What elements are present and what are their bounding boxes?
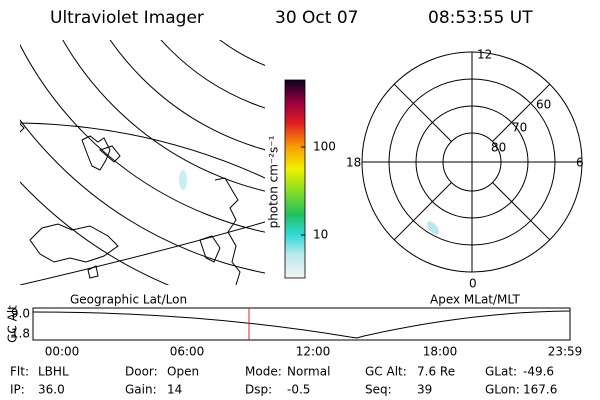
lat-label: 60 xyxy=(536,98,551,112)
field-value: 14 xyxy=(167,383,182,397)
footer: Flt: LBHL Door: Open Mode: Normal GC Alt: 7.6 R… xyxy=(10,365,557,397)
altitude-ytick-label: 1.8 xyxy=(11,327,30,341)
polar-grid xyxy=(361,51,583,273)
altitude-xtick-label: 12:00 xyxy=(296,345,331,359)
field-label: GLon: xyxy=(485,383,520,397)
colorbar-tick-label: 10 xyxy=(313,228,328,242)
colorbar xyxy=(284,79,306,279)
instrument: Ultraviolet Imager xyxy=(50,8,204,28)
altitude-xtick-label: 23:59 xyxy=(548,345,583,359)
altitude-curve xyxy=(32,310,571,339)
field-label: GC Alt: xyxy=(365,365,407,379)
field-label: IP: xyxy=(10,383,25,397)
field-label: Dsp: xyxy=(245,383,272,397)
field-value: Open xyxy=(167,365,199,379)
field-value: 7.6 Re xyxy=(417,365,455,379)
field-value: -0.5 xyxy=(287,383,310,397)
map-label: Geographic Lat/Lon xyxy=(70,293,187,307)
altitude-xtick-label: 00:00 xyxy=(45,345,80,359)
altitude-ytick-label: 9.0 xyxy=(11,307,30,321)
aurora xyxy=(179,170,187,190)
field-label: Door: xyxy=(125,365,158,379)
field-value: -49.6 xyxy=(523,365,554,379)
polar-label: Apex MLat/MLT xyxy=(430,293,520,307)
field-label: Gain: xyxy=(125,383,157,397)
altitude-frame xyxy=(32,307,571,341)
date: 30 Oct 07 xyxy=(275,8,358,28)
mlt-label: 12 xyxy=(477,48,492,62)
latitude-lines xyxy=(20,40,265,285)
altitude-ylabel: GC Alt xyxy=(6,305,20,343)
mlt-label: 0 xyxy=(469,277,477,291)
altitude-xtick-label: 06:00 xyxy=(170,345,205,359)
field-label: Seq: xyxy=(365,383,392,397)
lat-label: 80 xyxy=(491,141,506,155)
field-label: GLat: xyxy=(485,365,517,379)
mlt-label: 6 xyxy=(576,156,584,170)
coastlines xyxy=(20,123,241,285)
field-value: Normal xyxy=(287,365,330,379)
colorbar-label: photon cm⁻²s⁻¹ xyxy=(267,135,281,228)
field-label: Flt: xyxy=(10,365,29,379)
aurora xyxy=(427,221,439,235)
geographic-map xyxy=(20,40,265,285)
field-label: Mode: xyxy=(245,365,282,379)
time: 08:53:55 UT xyxy=(428,8,533,28)
field-value: 39 xyxy=(417,383,432,397)
lat-label: 70 xyxy=(512,121,527,135)
altitude-xtick-label: 18:00 xyxy=(423,345,458,359)
mlt-label: 18 xyxy=(346,156,361,170)
field-value: 36.0 xyxy=(38,383,65,397)
field-value: LBHL xyxy=(38,365,69,379)
altitude-xticks: 00:00 06:00 12:00 18:00 23:59 xyxy=(45,345,583,359)
colorbar-tick-label: 100 xyxy=(313,140,336,154)
field-value: 167.6 xyxy=(523,383,557,397)
